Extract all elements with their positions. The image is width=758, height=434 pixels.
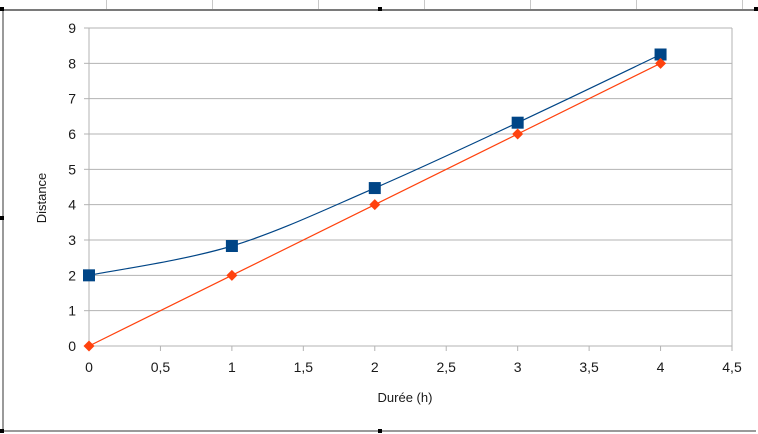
axes [84,27,733,351]
series [83,48,667,352]
x-tick-label: 2,5 [436,359,456,375]
data-point-diamond [226,269,238,281]
x-tick-label: 1 [228,359,236,375]
data-point-square [83,269,95,282]
column-divider [106,0,107,10]
column-divider [212,0,213,10]
data-point-diamond [512,128,524,140]
resize-handle[interactable] [378,429,382,433]
tick-labels: 0 1 2 3 4 5 6 7 8 9 0 0,5 1 1,5 2 2,5 3 3,5 4 4,5 [68,20,742,375]
data-point-diamond [83,340,95,352]
data-point-diamond [655,57,667,69]
y-tick-label: 6 [68,126,76,142]
x-tick-label: 0 [85,359,93,375]
y-tick-label: 0 [68,338,76,354]
data-point-diamond [369,199,381,211]
y-tick-label: 4 [68,197,76,213]
x-tick-label: 2 [371,359,379,375]
column-divider [424,0,425,10]
resize-handle[interactable] [378,7,382,11]
y-tick-label: 1 [68,303,76,319]
y-tick-label: 5 [68,161,76,177]
x-tick-label: 4 [657,359,665,375]
x-tick-label: 3,5 [579,359,599,375]
x-tick-label: 4,5 [722,359,742,375]
y-axis-title: Distance [34,173,49,224]
x-axis-title: Durée (h) [378,390,433,405]
y-tick-label: 8 [68,55,76,71]
x-tick-label: 3 [514,359,522,375]
resize-handle[interactable] [754,7,758,11]
series-line [88,53,661,276]
column-divider [318,0,319,10]
data-point-square [654,48,667,61]
column-divider [530,0,531,10]
data-point-square [225,240,238,253]
grid [89,27,732,347]
y-tick-label: 7 [68,91,76,107]
column-divider [742,0,743,10]
resize-handle[interactable] [0,429,4,433]
y-tick-label: 3 [68,232,76,248]
x-tick-label: 1,5 [294,359,314,375]
data-point-square [368,182,381,195]
y-tick-label: 2 [68,267,76,283]
y-tick-label: 9 [68,20,76,36]
x-tick-label: 0,5 [151,359,171,375]
column-divider [636,0,637,10]
resize-handle[interactable] [0,7,4,11]
resize-handle[interactable] [0,216,4,220]
data-point-square [511,116,524,129]
